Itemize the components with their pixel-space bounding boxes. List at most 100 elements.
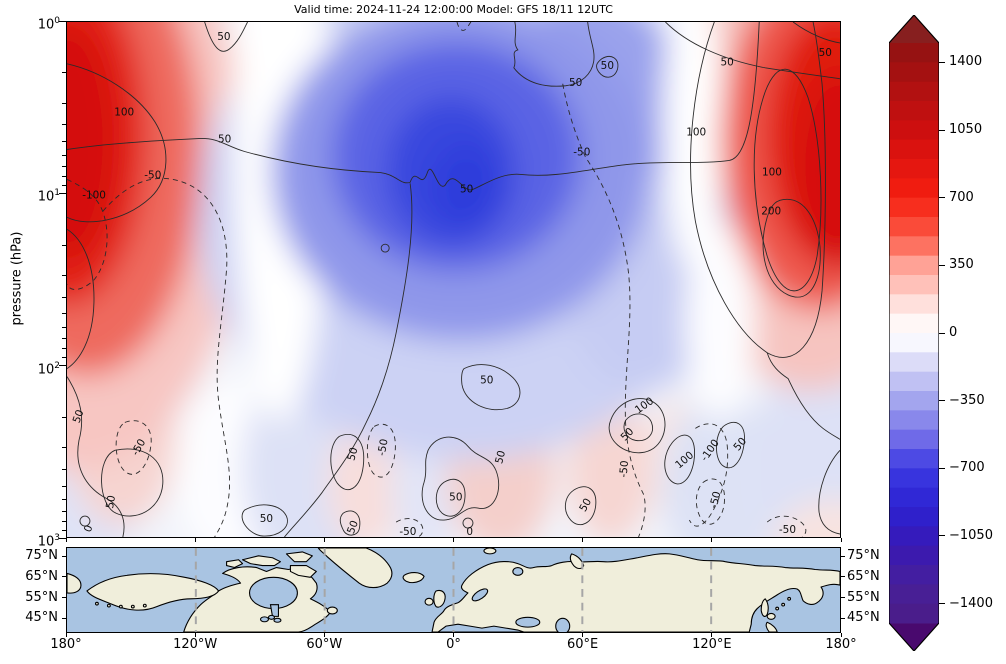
colorbar-band bbox=[889, 197, 939, 218]
colorbar-band bbox=[889, 313, 939, 334]
map-land bbox=[67, 548, 840, 632]
contour-line bbox=[623, 413, 653, 442]
map-lat-tick-right bbox=[841, 555, 845, 557]
contour-line bbox=[565, 486, 597, 525]
colorbar-band bbox=[889, 565, 939, 585]
contour-line bbox=[67, 376, 125, 537]
contour-line bbox=[204, 22, 248, 52]
colorbar-band bbox=[889, 526, 939, 547]
colorbar-tick-label: −700 bbox=[949, 460, 985, 476]
colorbar-band bbox=[889, 120, 939, 141]
map-svg bbox=[67, 548, 840, 632]
colorbar-band bbox=[889, 449, 939, 469]
baltic-sea bbox=[471, 588, 489, 602]
colorbar-band bbox=[889, 159, 939, 179]
map-landmass bbox=[67, 572, 82, 594]
map-landmass bbox=[760, 598, 769, 617]
x-tick bbox=[194, 538, 196, 542]
colorbar-band bbox=[889, 352, 939, 373]
lat-tick-label-left: 55°N bbox=[25, 589, 58, 605]
white-sea bbox=[512, 566, 524, 576]
y-tick-label: 103 bbox=[37, 533, 60, 550]
colorbar-band bbox=[889, 275, 939, 295]
y-minor-tick bbox=[62, 485, 66, 487]
y-minor-tick bbox=[62, 417, 66, 419]
y-minor-tick bbox=[62, 184, 66, 186]
colorbar-band bbox=[889, 178, 939, 199]
y-tick-label: 102 bbox=[37, 360, 60, 377]
colorbar-tick-label: −1050 bbox=[949, 527, 993, 543]
contour-line bbox=[284, 183, 413, 537]
black-sea bbox=[515, 616, 541, 628]
map-island-dot bbox=[775, 606, 780, 611]
x-tick bbox=[65, 538, 67, 542]
colorbar-band bbox=[889, 391, 939, 411]
filled-contours bbox=[67, 22, 840, 537]
y-minor-tick bbox=[62, 529, 66, 531]
contour-line bbox=[461, 364, 521, 411]
y-minor-tick bbox=[62, 275, 66, 277]
james-bay bbox=[269, 604, 280, 617]
contour-label: 100 bbox=[114, 107, 134, 119]
contour-label: 50 bbox=[819, 47, 832, 59]
map-inland-water bbox=[248, 566, 571, 632]
y-tick bbox=[59, 537, 66, 539]
contour-label: 50 bbox=[569, 77, 582, 89]
contour-line bbox=[79, 515, 91, 527]
contour-label: 100 bbox=[686, 127, 706, 139]
colorbar-band bbox=[889, 545, 939, 566]
lon-tick-label: 60°E bbox=[567, 637, 599, 652]
x-tick bbox=[323, 538, 325, 542]
contour-line-dashed bbox=[115, 420, 152, 475]
contour-line bbox=[596, 56, 619, 78]
colorbar-band bbox=[889, 584, 939, 605]
y-tick bbox=[59, 365, 66, 367]
caspian-sea bbox=[555, 617, 571, 632]
contour-line bbox=[513, 22, 595, 87]
contour-line bbox=[608, 398, 666, 454]
lat-tick-label-left: 45°N bbox=[25, 610, 58, 626]
great-lakes bbox=[259, 616, 270, 623]
contour-label: -50 bbox=[144, 169, 161, 181]
lat-tick-label-right: 65°N bbox=[847, 568, 880, 584]
contour-line-dashed bbox=[688, 423, 729, 527]
contour-label: -50 bbox=[618, 460, 631, 478]
contour-label: 50 bbox=[218, 133, 231, 145]
colorbar-tick-label: −350 bbox=[949, 392, 985, 408]
colorbar bbox=[889, 15, 939, 651]
y-minor-tick bbox=[62, 447, 66, 449]
y-minor-tick bbox=[62, 296, 66, 298]
map-lon-tick bbox=[840, 633, 842, 637]
contour-line bbox=[690, 22, 826, 358]
colorbar-band bbox=[889, 81, 939, 102]
contour-line bbox=[339, 510, 361, 536]
contour-label: -50 bbox=[399, 526, 416, 537]
colorbar-band bbox=[889, 333, 939, 353]
colorbar-tick-label: 700 bbox=[949, 189, 974, 205]
x-tick bbox=[453, 538, 454, 542]
contour-label-group: 50 100 50 -50 -100 50 -50 50 50 50 50 100 100 200 50 -5… bbox=[71, 31, 832, 537]
map-landmass bbox=[765, 621, 778, 632]
colorbar-tick bbox=[939, 535, 945, 537]
colorbar-band bbox=[889, 62, 939, 83]
contour-label: 50 bbox=[260, 513, 273, 525]
contour-label: 0 bbox=[82, 524, 96, 534]
lat-tick-label-right: 55°N bbox=[847, 589, 880, 605]
colorbar-band bbox=[889, 294, 939, 315]
map-lat-tick-right bbox=[841, 617, 845, 619]
mediterranean-sea bbox=[437, 623, 524, 632]
lat-tick-label-left: 65°N bbox=[25, 568, 58, 584]
map-island bbox=[424, 597, 434, 606]
colorbar-band bbox=[889, 410, 939, 431]
map-island-dot bbox=[118, 604, 123, 609]
y-minor-tick bbox=[62, 154, 66, 156]
y-minor-tick bbox=[62, 468, 66, 470]
map-landmass bbox=[241, 555, 281, 567]
colorbar-band bbox=[889, 371, 939, 392]
y-minor-tick bbox=[62, 176, 66, 178]
contour-line-dashed bbox=[766, 515, 807, 537]
contour-line bbox=[664, 434, 695, 485]
colorbar-band bbox=[889, 487, 939, 508]
pressure-axis-label: pressure (hPa) bbox=[9, 231, 25, 326]
colorbar-tick bbox=[939, 61, 945, 63]
